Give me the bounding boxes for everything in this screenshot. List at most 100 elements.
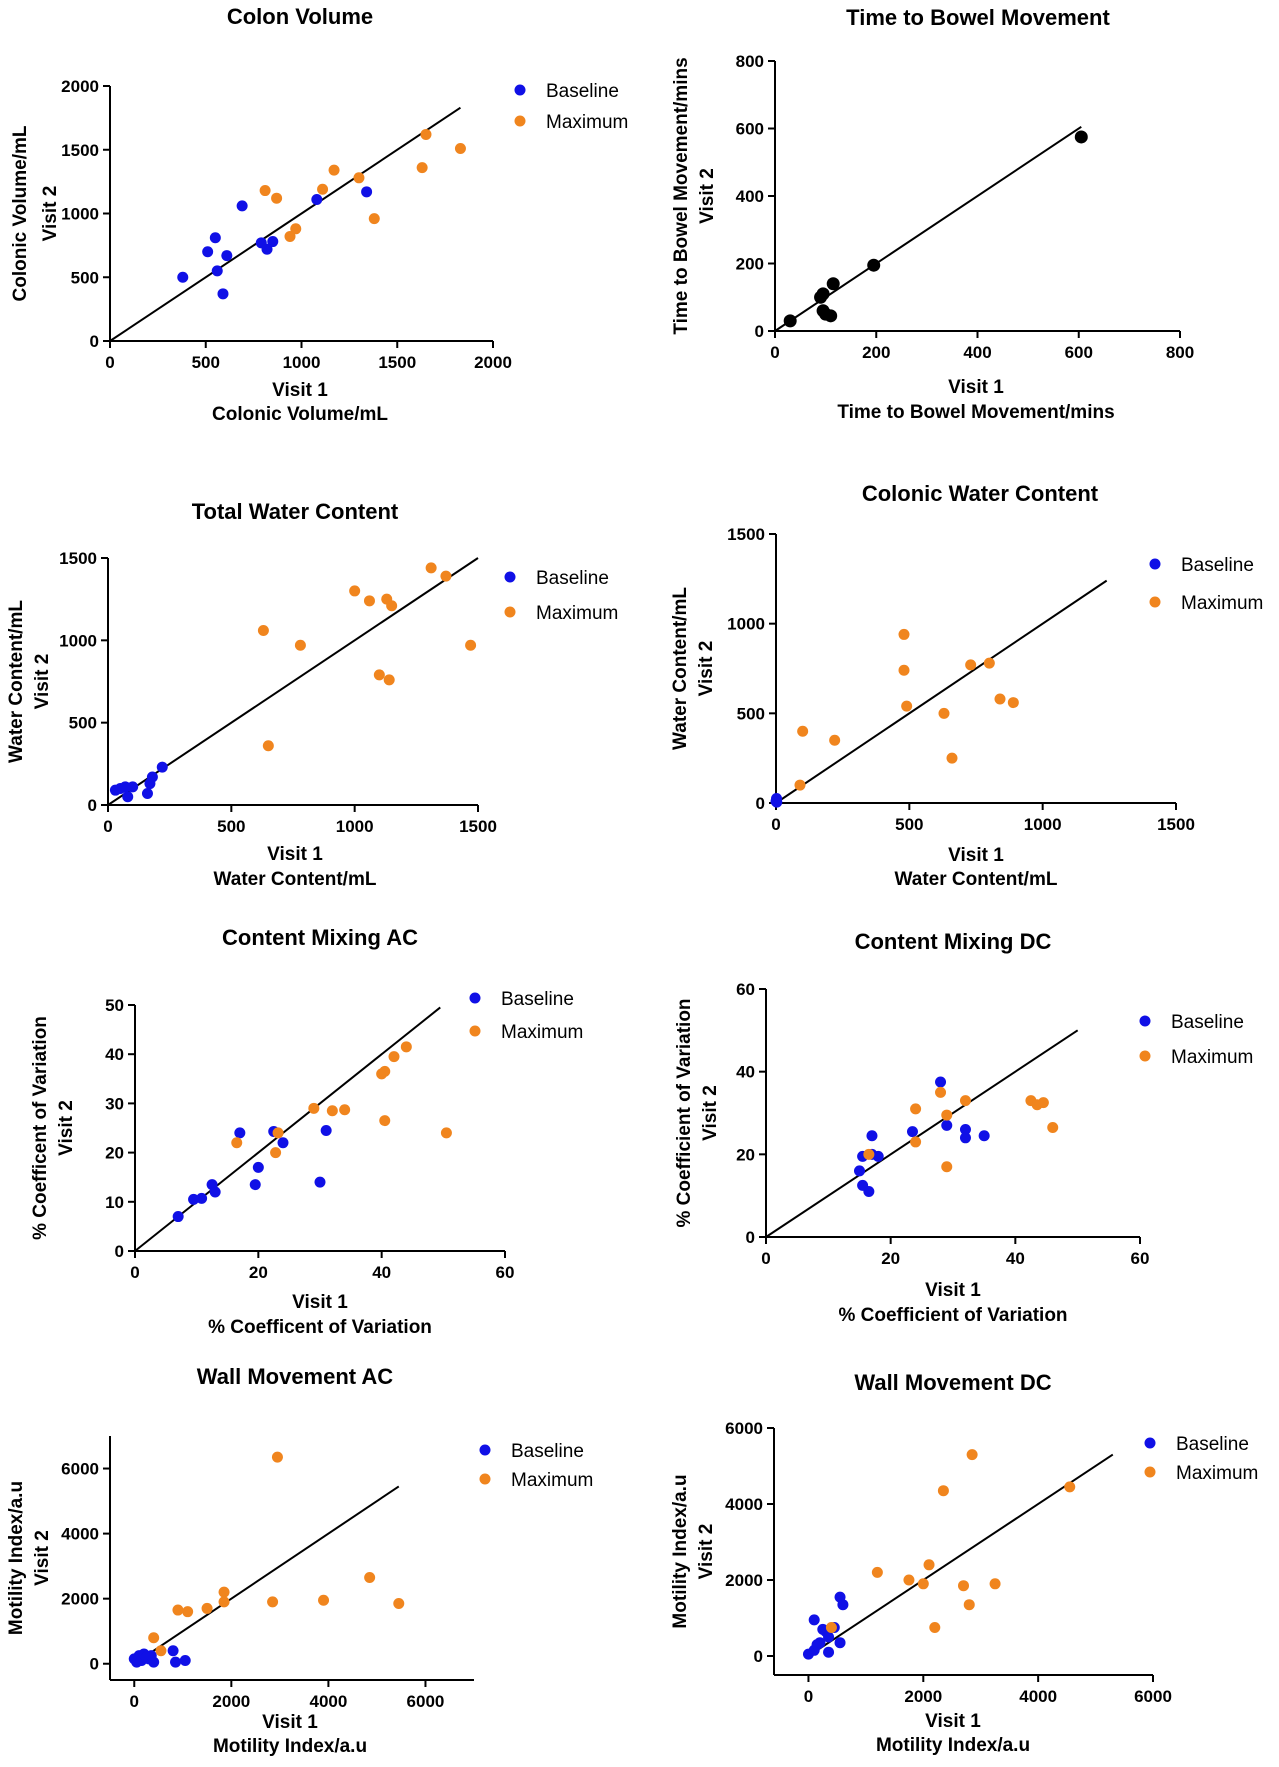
- data-point: [277, 1137, 289, 1149]
- x-axis-label: Visit 1: [267, 844, 323, 865]
- x-tick-label: 2000: [904, 1687, 942, 1706]
- legend-label: Maximum: [511, 1470, 593, 1491]
- data-point: [935, 1086, 947, 1098]
- data-point: [146, 771, 158, 783]
- y-tick-label: 2000: [61, 77, 99, 96]
- chart-title: Colon Volume: [227, 4, 373, 29]
- data-point: [866, 1130, 878, 1142]
- y-tick-label: 0: [90, 332, 99, 351]
- y-tick-label: 10: [105, 1193, 124, 1212]
- data-point: [910, 1136, 922, 1148]
- data-point: [1074, 130, 1088, 144]
- x-tick-label: 0: [770, 343, 779, 362]
- y-tick-label: 6000: [725, 1419, 763, 1438]
- data-point: [1007, 697, 1019, 709]
- data-point: [379, 1065, 391, 1077]
- x-tick-label: 20: [249, 1263, 268, 1282]
- x-tick-label: 20: [881, 1249, 900, 1268]
- x-tick-label: 500: [192, 353, 220, 372]
- chart-svg: Colon Volume 0 500 1000 1500 2000 0 500 1000 1500…: [10, 4, 628, 425]
- legend-marker: [504, 571, 516, 583]
- data-point: [959, 1124, 971, 1136]
- y-tick-label: 400: [736, 187, 764, 206]
- legend-label: Baseline: [501, 989, 574, 1010]
- chart-panel-wall-movement-dc: Wall Movement DC 0 2000 4000 6000 0 2000 4000 60…: [640, 1365, 1279, 1762]
- x-axis-label: Motility Index/a.u: [876, 1735, 1030, 1756]
- y-tick-label: 0: [756, 794, 765, 813]
- legend-marker: [514, 115, 526, 127]
- y-axis-label: Motility Index/a.u: [670, 1474, 691, 1628]
- legend-label: Baseline: [1176, 1434, 1249, 1455]
- data-point: [328, 164, 340, 176]
- data-point: [906, 1126, 918, 1138]
- y-tick-label: 30: [105, 1094, 124, 1113]
- data-point: [326, 1105, 338, 1117]
- data-point: [209, 1186, 221, 1198]
- data-point: [122, 791, 134, 803]
- x-axis-label: Motility Index/a.u: [213, 1736, 367, 1757]
- reference-line: [807, 1453, 1114, 1657]
- data-point: [188, 1193, 200, 1205]
- data-point: [231, 1137, 243, 1149]
- x-axis-label: Water Content/mL: [214, 869, 377, 890]
- data-point: [863, 1148, 875, 1160]
- legend-marker: [1149, 558, 1161, 570]
- data-point: [794, 779, 806, 791]
- data-point: [148, 1656, 160, 1668]
- x-tick-label: 0: [105, 353, 114, 372]
- legend-label: Baseline: [546, 81, 619, 102]
- legend-label: Maximum: [536, 603, 618, 624]
- chart-title: Wall Movement AC: [197, 1364, 394, 1389]
- y-tick-label: 1000: [61, 205, 99, 224]
- data-point: [317, 183, 329, 195]
- data-point: [867, 258, 881, 272]
- data-point: [386, 600, 398, 612]
- chart-panel-colon-volume: Colon Volume 0 500 1000 1500 2000 0 500 1000 1500…: [0, 0, 640, 425]
- chart-svg: Wall Movement DC 0 2000 4000 6000 0 2000 4000 60…: [670, 1370, 1258, 1756]
- data-point: [994, 693, 1006, 705]
- data-point: [294, 639, 306, 651]
- x-tick-label: 0: [761, 1249, 770, 1268]
- data-point: [898, 628, 910, 640]
- reference-line: [133, 1485, 400, 1665]
- y-axis-label: Time to Bowel Movement/mins: [671, 57, 692, 334]
- x-tick-label: 0: [103, 817, 112, 836]
- x-tick-label: 4000: [1019, 1687, 1057, 1706]
- chart-svg: Colonic Water Content 0 500 1000 1500 0 500 100…: [670, 481, 1263, 890]
- data-point: [361, 186, 373, 198]
- data-point: [177, 271, 189, 283]
- y-tick-label: 0: [88, 796, 97, 815]
- chart-title: Content Mixing DC: [855, 929, 1052, 954]
- data-point: [368, 213, 380, 225]
- legend-label: Maximum: [1176, 1463, 1258, 1484]
- legend-label: Maximum: [1171, 1047, 1253, 1068]
- x-tick-label: 0: [771, 815, 780, 834]
- y-tick-label: 800: [736, 52, 764, 71]
- data-point: [234, 1127, 246, 1139]
- data-point: [416, 162, 428, 174]
- legend-marker: [514, 84, 526, 96]
- y-tick-label: 20: [105, 1144, 124, 1163]
- data-point: [373, 669, 385, 681]
- legend-marker: [479, 1444, 491, 1456]
- y-tick-label: 40: [736, 1063, 755, 1082]
- y-tick-label: 4000: [61, 1525, 99, 1544]
- x-tick-label: 60: [496, 1263, 515, 1282]
- data-point: [903, 1574, 915, 1586]
- chart-title: Total Water Content: [192, 499, 399, 524]
- data-point: [959, 1095, 971, 1107]
- x-tick-label: 1000: [336, 817, 374, 836]
- y-axis-label: Colonic Volume/mL: [10, 125, 31, 301]
- data-point: [349, 585, 361, 597]
- data-point: [771, 796, 783, 808]
- y-axis-label: Visit 2: [32, 654, 53, 710]
- legend-label: Maximum: [501, 1022, 583, 1043]
- data-point: [941, 1119, 953, 1131]
- x-axis-label: Visit 1: [262, 1712, 318, 1733]
- data-point: [871, 1566, 883, 1578]
- data-point: [935, 1076, 947, 1088]
- y-tick-label: 600: [736, 120, 764, 139]
- data-point: [393, 1598, 405, 1610]
- reference-line: [775, 579, 1108, 804]
- data-point: [172, 1604, 184, 1616]
